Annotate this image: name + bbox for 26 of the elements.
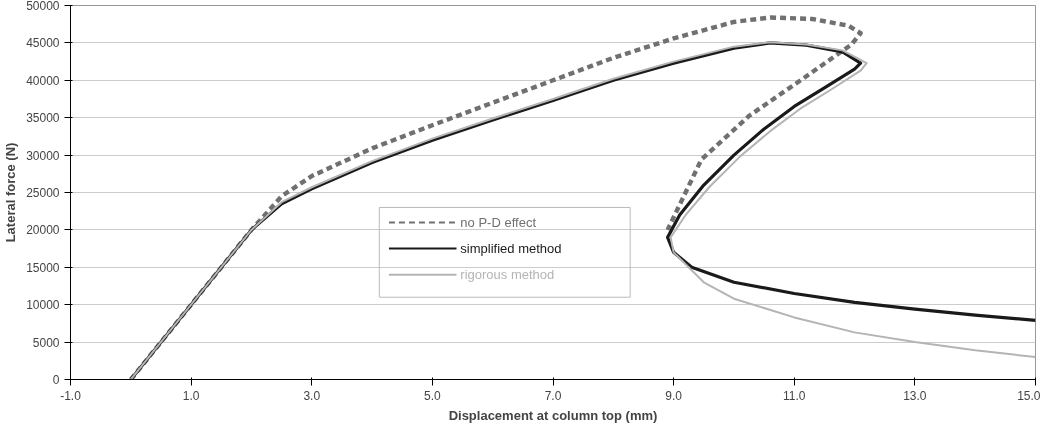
- x-tick-label: 11.0: [783, 388, 806, 403]
- text: rigorous method: [460, 267, 555, 283]
- y-tick-label: 0: [52, 373, 60, 387]
- x-tick-label: -1.0: [60, 388, 82, 403]
- y-tick-label: 50000: [26, 0, 60, 13]
- x-tick-label: 13.0: [903, 388, 927, 403]
- text: no P-D effect: [460, 214, 537, 230]
- x-tick-label: 5.0: [424, 388, 442, 403]
- y-tick-label: 10000: [26, 298, 60, 313]
- x-tick-label: 7.0: [544, 388, 562, 403]
- x-tick-label: 3.0: [303, 388, 321, 403]
- x-tick-label: 1.0: [182, 388, 200, 403]
- line-series: [128, 15, 863, 380]
- x-tick-label: 15.0: [1017, 388, 1041, 403]
- y-tick-label: 5000: [32, 335, 60, 350]
- x-tick-label: 9.0: [665, 388, 683, 403]
- y-tick-label: 40000: [26, 73, 60, 88]
- y-tick-label: 25000: [26, 186, 60, 200]
- y-tick-label: 30000: [26, 148, 60, 163]
- y-axis-title: Lateral force (N): [3, 142, 19, 243]
- y-tick-label: 20000: [26, 223, 60, 238]
- x-axis-title: Displacement at column top (mm): [448, 407, 658, 423]
- y-tick-label: 35000: [26, 111, 60, 126]
- text: simplified method: [460, 241, 562, 257]
- y-tick-label: 15000: [26, 260, 60, 275]
- y-tick-label: 45000: [26, 36, 60, 51]
